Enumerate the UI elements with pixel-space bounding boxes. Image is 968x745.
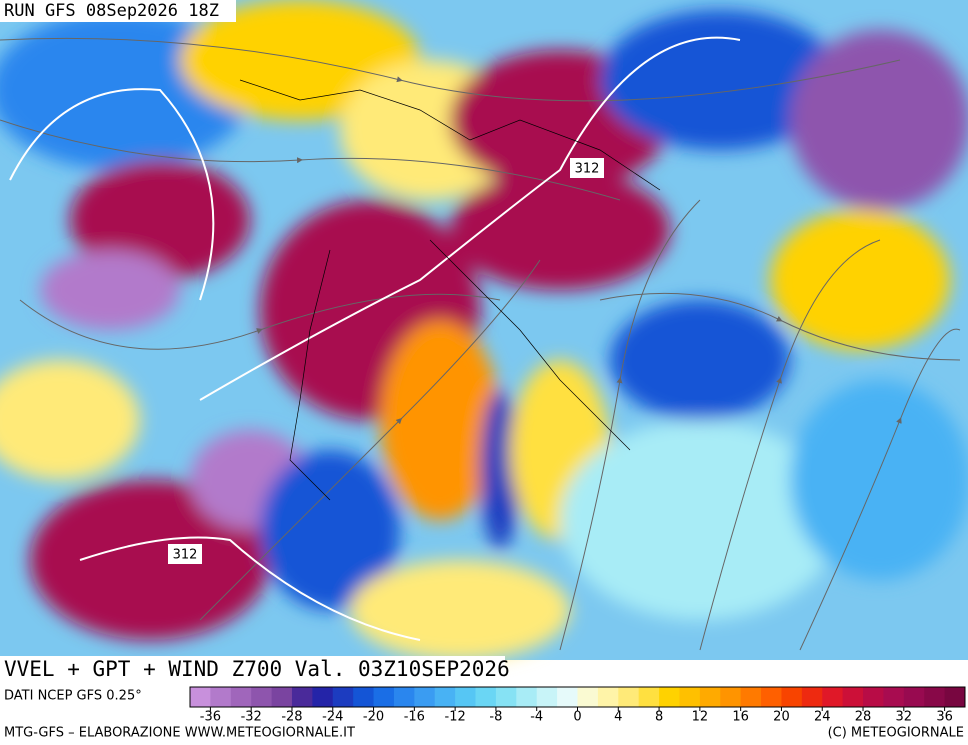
colorbar-tick-label: 20 [773, 710, 790, 725]
colorbar-swatch [699, 687, 721, 707]
credit-right: (C) METEOGIORNALE [828, 726, 964, 741]
colorbar-swatch [434, 687, 456, 707]
colorbar-tick-label: 4 [614, 710, 622, 725]
contour-label: 312 [570, 158, 604, 178]
colorbar-tick-label: -24 [322, 710, 343, 725]
colorbar-swatch [863, 687, 884, 707]
colorbar-swatch [903, 687, 925, 707]
colorbar-tick-label: -32 [241, 710, 262, 725]
colorbar-swatch [455, 687, 477, 707]
colorbar-swatch [924, 687, 946, 707]
colorbar-swatch [271, 687, 293, 707]
colorbar-tick-label: 16 [732, 710, 749, 725]
colorbar-swatch [230, 687, 252, 707]
colorbar-swatch [557, 687, 578, 707]
colorbar-swatch [679, 687, 701, 707]
colorbar-swatch [597, 687, 619, 707]
colorbar: -36 -32 -28 -24 -20 -16 -12 -8 -4 0 4 8 12 16 20 24 28 32… [189, 686, 966, 725]
colorbar-tick-label: 36 [936, 710, 953, 725]
colorbar-swatch [251, 687, 273, 707]
colorbar-tick-label: 12 [692, 710, 709, 725]
colorbar-swatch [740, 687, 762, 707]
header-box [0, 0, 236, 22]
colorbar-swatch [516, 687, 538, 707]
colorbar-swatch [577, 687, 599, 707]
colorbar-tick-label: 8 [655, 710, 663, 725]
colorbar-swatch [190, 687, 211, 707]
contour-label: 312 [168, 544, 202, 564]
colorbar-tick-label: 0 [573, 710, 581, 725]
colorbar-tick-label: -28 [281, 710, 302, 725]
colorbar-swatch [944, 687, 966, 707]
colorbar-swatch [475, 687, 497, 707]
colorbar-swatch [312, 687, 334, 707]
colorbar-swatch [210, 687, 232, 707]
contour-label-text: 312 [575, 162, 600, 177]
credit-left: MTG-GFS – ELABORAZIONE WWW.METEOGIORNALE… [4, 726, 355, 741]
colorbar-tick-label: -16 [404, 710, 425, 725]
colorbar-swatch [720, 687, 742, 707]
colorbar-swatch [638, 687, 660, 707]
title-box [0, 656, 505, 683]
colorbar-tick-label: -8 [489, 710, 502, 725]
colorbar-swatch [842, 687, 864, 707]
run-label: RUN GFS 08Sep2026 18Z [4, 1, 219, 21]
colorbar-tick-label: -36 [200, 710, 221, 725]
colorbar-swatch [393, 687, 415, 707]
colorbar-swatch [332, 687, 354, 707]
colorbar-swatch [495, 687, 517, 707]
colorbar-tick-label: -12 [445, 710, 466, 725]
colorbar-swatch [373, 687, 395, 707]
colorbar-tick-label: 24 [814, 710, 831, 725]
colorbar-swatch [801, 687, 823, 707]
colorbar-swatch [414, 687, 436, 707]
colorbar-swatch [761, 687, 782, 707]
contour-label-text: 312 [173, 548, 198, 563]
colorbar-swatch [291, 687, 313, 707]
colorbar-swatch [822, 687, 844, 707]
colorbar-swatch [536, 687, 558, 707]
colorbar-swatch [659, 687, 680, 707]
data-source: DATI NCEP GFS 0.25° [4, 689, 142, 704]
map-field [0, 0, 968, 660]
colorbar-tick-label: -20 [363, 710, 384, 725]
colorbar-swatch [618, 687, 640, 707]
map-title: VVEL + GPT + WIND Z700 Val. 03Z10SEP2026 [4, 657, 510, 681]
colorbar-tick-label: -4 [530, 710, 543, 725]
colorbar-tick-label: 32 [896, 710, 913, 725]
colorbar-swatch [883, 687, 905, 707]
colorbar-swatch [353, 687, 375, 707]
colorbar-tick-label: 28 [855, 710, 872, 725]
colorbar-swatch [781, 687, 803, 707]
